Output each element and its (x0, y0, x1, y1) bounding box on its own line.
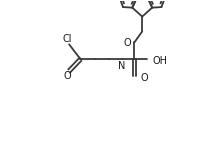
Text: Cl: Cl (63, 34, 72, 44)
Text: O: O (140, 73, 148, 83)
Text: O: O (123, 38, 131, 48)
Text: O: O (64, 71, 71, 81)
Text: N: N (118, 61, 125, 71)
Text: OH: OH (153, 56, 168, 66)
